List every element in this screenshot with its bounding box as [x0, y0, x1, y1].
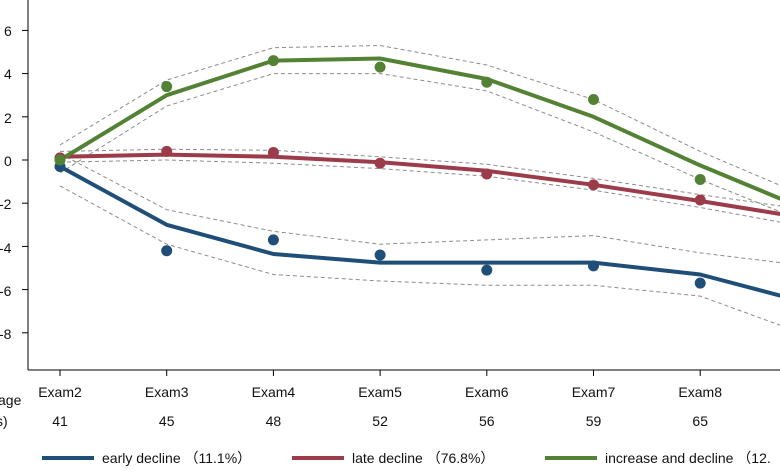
observed-point [267, 234, 279, 246]
x-tick-label: Exam4 [252, 384, 296, 400]
fitted-line [58, 152, 780, 216]
legend: early decline （11.1%） late decline （76.8%… [42, 450, 771, 466]
age-label: 45 [159, 413, 175, 429]
observed-point [588, 94, 599, 106]
x-tick-label: Exam2 [38, 384, 82, 400]
legend-label: increase and decline （12. [605, 450, 771, 466]
observed-point [481, 76, 493, 88]
x-tick-label: Exam8 [678, 384, 722, 400]
observed-point [161, 145, 173, 157]
observed-point [54, 154, 66, 166]
y-tick-label: 4 [4, 66, 12, 82]
observed-point [374, 61, 386, 73]
age-row-unit-label: s) [0, 413, 8, 429]
observed-point [694, 277, 706, 289]
observed-point [267, 55, 279, 67]
age-label: 56 [479, 413, 495, 429]
age-label: 59 [586, 413, 602, 429]
observed-point [161, 245, 173, 257]
ci-lower-line [59, 185, 780, 326]
age-label: 48 [266, 413, 282, 429]
observed-point [588, 260, 599, 272]
observed-point [694, 173, 706, 185]
x-tick-label: Exam3 [145, 384, 189, 400]
age-label: 41 [52, 413, 68, 429]
y-tick-label: -8 [0, 326, 12, 342]
observed-points [54, 55, 706, 289]
fitted-line [58, 164, 780, 298]
fitted-lines [58, 56, 780, 298]
y-tick-label: -2 [0, 196, 12, 212]
y-tick-label: -4 [0, 240, 12, 256]
age-label: 52 [372, 413, 388, 429]
ci-upper-line [59, 44, 780, 186]
legend-label: early decline （11.1%） [102, 450, 251, 466]
observed-point [694, 194, 706, 206]
observed-point [588, 179, 599, 191]
y-tick-label: -6 [0, 283, 12, 299]
x-axis-ticks: Exam2 41 Exam3 45 Exam4 48 Exam5 52 Exam6 56 Exam7… [22, 29, 722, 429]
observed-point [161, 81, 173, 93]
x-tick-label: Exam5 [358, 384, 402, 400]
age-row-label: age [0, 392, 22, 408]
x-tick-label: Exam7 [572, 384, 616, 400]
ci-upper-line [59, 153, 780, 264]
ci-lower-line [59, 159, 780, 223]
observed-point [374, 157, 386, 169]
observed-point [481, 264, 493, 276]
confidence-bands [59, 44, 780, 326]
fitted-line [58, 56, 780, 201]
age-label: 65 [692, 413, 708, 429]
observed-point [481, 168, 493, 180]
legend-label: late decline （76.8%） [352, 450, 494, 466]
observed-point [374, 249, 386, 261]
y-tick-label: 2 [4, 110, 12, 126]
observed-point [267, 146, 279, 158]
y-tick-label: 6 [4, 23, 12, 39]
ci-upper-line [59, 148, 780, 207]
y-tick-label: 0 [4, 153, 12, 169]
x-tick-label: Exam6 [465, 384, 509, 400]
